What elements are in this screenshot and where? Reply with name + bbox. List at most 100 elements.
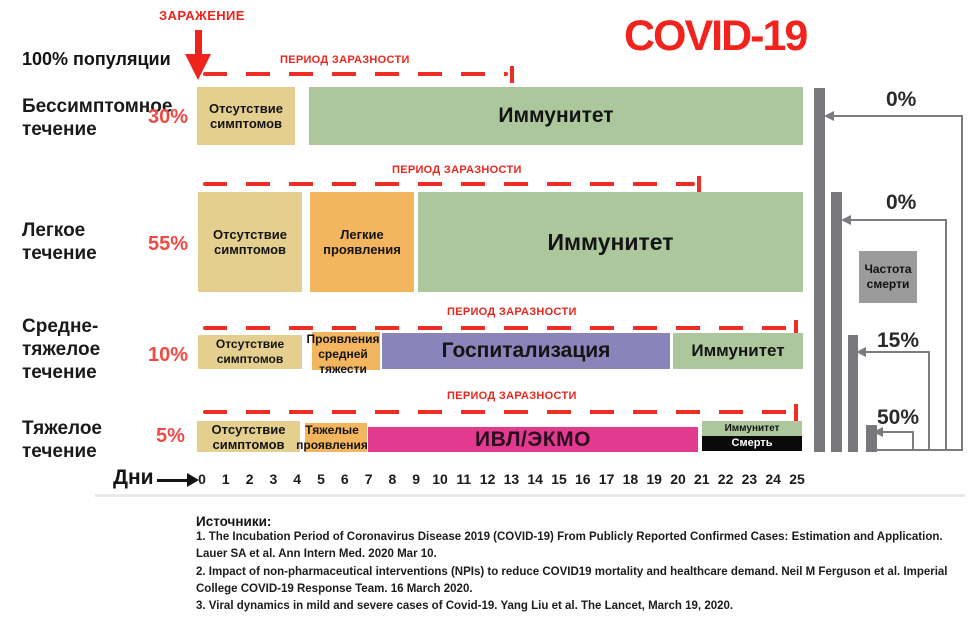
segment-immunity: Иммунитет (702, 421, 802, 436)
axis-underline (95, 494, 965, 497)
segment-immunity: Иммунитет (309, 87, 803, 145)
segment-label: Иммунитет (724, 423, 780, 434)
segment-label: Отсутствие симптомов (213, 227, 287, 257)
axis-day-12: 12 (479, 471, 496, 487)
death-rate-bar-mild (831, 192, 842, 452)
axis-day-19: 19 (646, 471, 662, 487)
death-rate-bar-asymptomatic (814, 88, 825, 452)
source-item: 3. Viral dynamics in mild and severe cas… (196, 600, 734, 612)
axis-day-21: 21 (694, 471, 710, 487)
axis-day-25: 25 (789, 471, 805, 487)
death-rate-value-mild: 0% (886, 191, 917, 214)
segment-severe-symptoms: Тяжелые проявления (296, 423, 368, 452)
segment-mild-symptoms: Легкие проявления (310, 192, 414, 292)
death-rate-value-severe: 50% (877, 406, 920, 429)
arrow-left-icon (841, 215, 851, 225)
axis-day-10: 10 (432, 471, 448, 487)
axis-day-4: 4 (293, 471, 302, 487)
segment-no-symptoms: Отсутствие симптомов (198, 335, 302, 369)
axis-day-24: 24 (765, 471, 781, 487)
axis-day-22: 22 (717, 471, 734, 487)
segment-label: Иммунитет (547, 228, 674, 255)
axis-arrowhead-icon (187, 473, 199, 487)
row-percent-asymptomatic: 30% (148, 106, 189, 128)
death-rate-connector (862, 351, 930, 353)
infectious-period-line (203, 326, 792, 330)
arrow-left-icon (824, 111, 834, 121)
death-rate-bar-severe (866, 425, 877, 452)
segment-label: Тяжелые проявления (296, 423, 368, 452)
sources-heading: Источники: (196, 514, 272, 529)
infection-arrow-icon (195, 30, 202, 56)
infection-arrowhead-icon (185, 54, 211, 80)
segment-death: Смерть (702, 436, 802, 451)
infectious-period-line (203, 182, 695, 186)
segment-label: Смерть (731, 437, 773, 449)
arrow-left-icon (856, 347, 866, 357)
infectious-period-label: ПЕРИОД ЗАРАЗНОСТИ (447, 306, 577, 318)
segment-label: Легкие проявления (323, 227, 401, 257)
row-label-mild: Легкое течение (22, 220, 97, 264)
segment-moderate-symptoms: Проявления средней тяжести (306, 332, 380, 376)
axis-day-13: 13 (503, 471, 520, 487)
infectious-period-label: ПЕРИОД ЗАРАЗНОСТИ (447, 390, 577, 402)
source-item: 2. Impact of non-pharmaceutical interven… (196, 565, 948, 595)
axis-day-1: 1 (221, 471, 230, 487)
death-rate-connector (928, 351, 930, 451)
segment-label: Отсутствие симптомов (209, 101, 283, 131)
axis-day-9: 9 (412, 471, 421, 487)
axis-title: Дни (113, 466, 154, 489)
axis-day-6: 6 (340, 471, 349, 487)
axis-day-20: 20 (670, 471, 686, 487)
segment-hospitalization: Госпитализация (382, 333, 670, 369)
axis-day-0: 0 (198, 471, 206, 487)
death-rate-connector (945, 219, 947, 451)
axis-day-5: 5 (317, 471, 325, 487)
segment-no-symptoms: Отсутствие симптомов (197, 421, 300, 452)
death-rate-baseline (876, 449, 963, 451)
segment-immunity: Иммунитет (418, 192, 803, 292)
axis-day-7: 7 (364, 471, 373, 487)
axis-day-23: 23 (741, 471, 758, 487)
death-rate-connector (912, 431, 914, 451)
death-rate-bar-moderate (848, 335, 858, 452)
death-rate-connector (961, 115, 963, 451)
axis-day-3: 3 (269, 471, 278, 487)
death-rate-connector (879, 431, 914, 433)
segment-no-symptoms: Отсутствие симптомов (198, 192, 302, 292)
infection-label: ЗАРАЖЕНИЕ (159, 8, 245, 23)
population-label: 100% популяции (22, 49, 171, 69)
axis-day-15: 15 (551, 471, 567, 487)
axis-day-17: 17 (598, 471, 615, 487)
segment-label: Отсутствие симптомов (215, 337, 285, 366)
death-rate-legend: Частота смерти (859, 251, 917, 303)
row-percent-severe: 5% (156, 425, 185, 447)
infectious-period-label: ПЕРИОД ЗАРАЗНОСТИ (280, 54, 410, 66)
axis-day-14: 14 (527, 471, 543, 487)
arrow-left-icon (873, 427, 883, 437)
infectious-period-line (203, 72, 508, 76)
day-axis-numbers: 0 1 2 3 4 5 6 7 8 9 10 11 12 13 14 15 16 17 18 19 20 21 22 23 24… (0, 471, 979, 491)
segment-label: Иммунитет (498, 104, 614, 127)
infectious-period-end-tick (510, 66, 514, 83)
sources-block: Источники: 1. The Incubation Period of C… (196, 514, 970, 615)
row-label-asymptomatic: Бессимптомное течение (22, 96, 173, 140)
page-title: COVID-19 (624, 12, 808, 60)
source-item: 1. The Incubation Period of Coronavirus … (196, 531, 943, 561)
segment-label: Отсутствие симптомов (211, 421, 286, 452)
row-percent-moderate: 10% (148, 344, 189, 366)
axis-arrow-icon (157, 479, 189, 482)
axis-day-2: 2 (245, 471, 254, 487)
axis-day-8: 8 (388, 471, 397, 487)
infectious-period-line (203, 410, 792, 414)
infectious-period-end-tick (697, 176, 701, 193)
infectious-period-label: ПЕРИОД ЗАРАЗНОСТИ (392, 164, 522, 176)
segment-label: Госпитализация (441, 339, 611, 362)
segment-icu-ventilation: ИВЛ/ЭКМО (368, 427, 698, 452)
death-rate-value-asymptomatic: 0% (886, 88, 917, 111)
row-label-severe: Тяжелое течение (22, 418, 102, 462)
segment-label: Иммунитет (691, 341, 785, 360)
death-rate-connector (830, 115, 963, 117)
death-rate-value-moderate: 15% (877, 329, 920, 352)
